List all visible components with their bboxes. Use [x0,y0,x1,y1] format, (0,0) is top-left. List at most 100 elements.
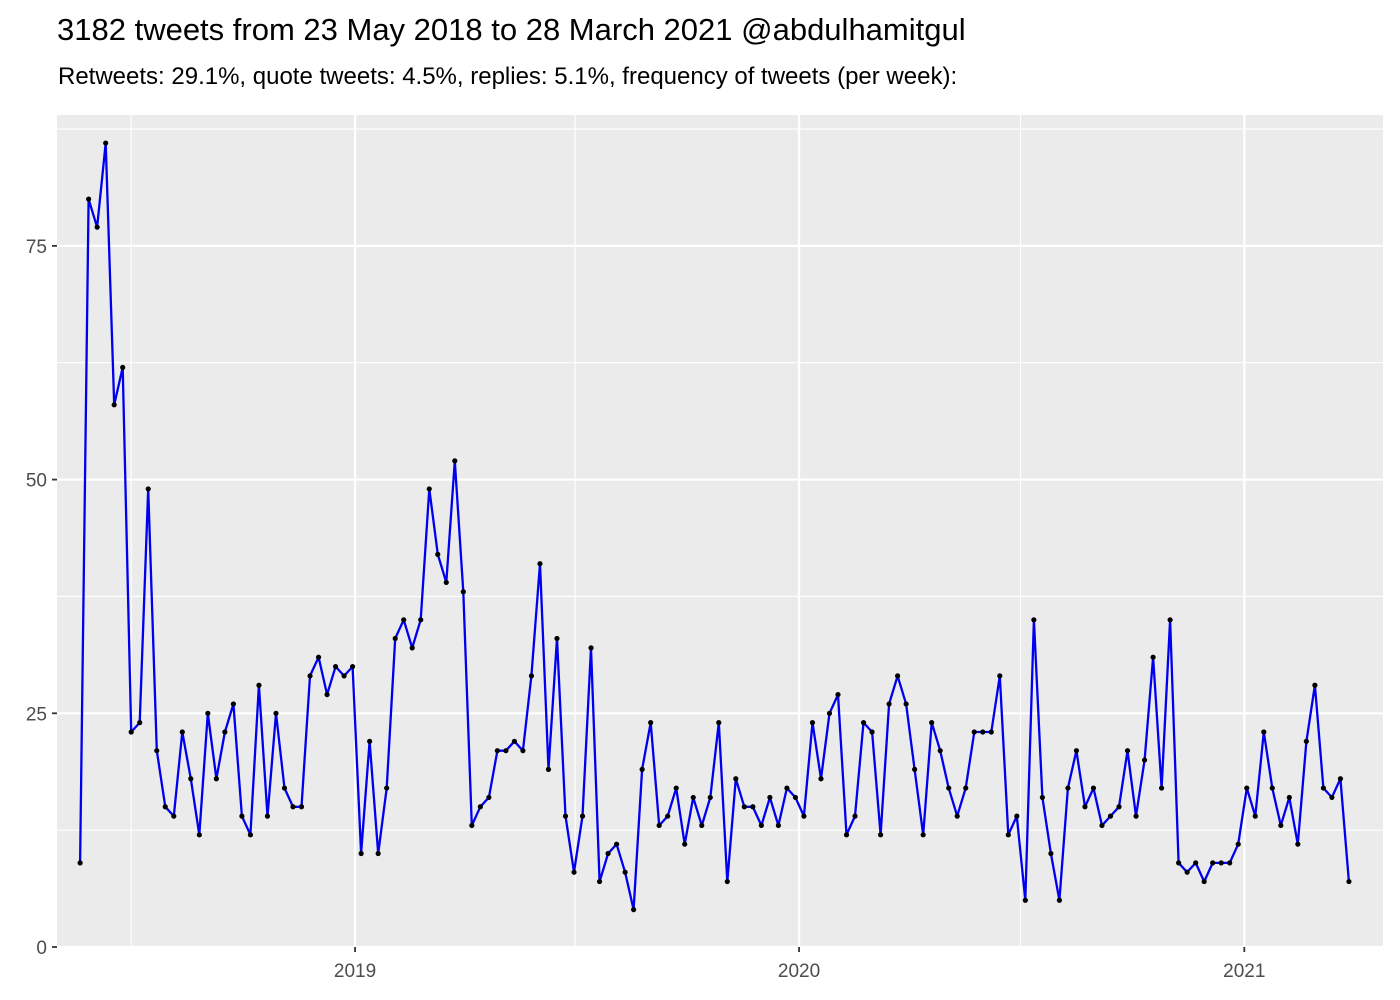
data-point [1269,785,1275,791]
data-point [1031,617,1037,623]
data-point [690,794,696,801]
data-point [980,729,986,735]
data-point [579,813,586,819]
data-point [324,691,330,698]
data-point [103,140,109,146]
data-point [1193,860,1199,866]
data-point [1278,822,1284,829]
data-point [94,224,100,230]
data-point [77,860,83,866]
data-point [1252,813,1258,819]
data-point [946,785,952,791]
x-tick-label: 2021 [1223,961,1265,982]
data-point [298,804,305,810]
data-point [963,785,969,791]
data-point [409,645,415,651]
data-point [1337,776,1344,782]
data-point [648,720,654,726]
data-point [1201,878,1207,885]
chart-title: 3182 tweets from 23 May 2018 to 28 March… [57,12,966,47]
data-point [631,907,637,913]
data-point [809,720,816,726]
data-point [750,804,756,810]
data-point [1218,860,1224,866]
data-point [111,402,117,408]
data-point [852,813,858,819]
data-point [639,766,645,772]
data-point [418,617,424,623]
data-point [1210,860,1216,866]
data-point [1346,878,1352,885]
data-point [273,710,279,716]
data-point [920,832,926,838]
data-point [886,701,892,707]
data-point [869,729,875,735]
data-point [1244,785,1250,791]
data-point [835,691,841,698]
data-point [1286,794,1292,801]
plot-panel [57,115,1383,947]
data-point [1116,804,1122,810]
data-point [1227,860,1233,866]
data-point [520,748,526,754]
data-point [545,766,552,772]
data-point [1048,850,1054,857]
data-point [469,822,475,829]
data-point [452,458,458,464]
x-tick-label: 2020 [778,961,820,982]
data-point [1329,794,1335,801]
data-point [1065,785,1071,791]
data-point [1005,832,1011,838]
data-point [264,813,271,819]
data-point [843,832,850,838]
data-point [435,551,441,557]
data-point [171,813,177,819]
data-point [307,673,313,679]
data-point [247,832,254,838]
data-point [622,869,628,875]
data-point [605,850,611,857]
data-point [682,841,688,847]
data-point [341,673,347,679]
data-point [477,804,483,810]
data-point [537,561,543,567]
data-point [699,822,705,829]
data-point [154,748,160,754]
data-point [86,196,92,202]
data-point [741,804,747,810]
data-point [1099,822,1105,829]
data-point [954,813,960,819]
data-point [1090,785,1097,791]
data-point [792,794,799,801]
x-tick-label: 2019 [334,961,376,982]
data-point [613,841,620,847]
data-point [315,654,322,660]
data-point [205,710,211,716]
data-point [120,364,126,371]
data-point [1014,813,1020,819]
data-point [1167,617,1173,623]
data-point [1184,869,1190,875]
data-point [784,785,790,791]
data-point [162,804,168,810]
data-point [767,794,773,801]
data-point [877,832,884,838]
data-point [1107,813,1114,819]
data-point [392,635,398,642]
data-point [1133,813,1139,819]
data-point [656,822,662,829]
data-point [1176,860,1182,866]
data-point [1303,738,1309,744]
data-point [239,813,245,819]
data-point [758,822,764,829]
data-point [332,663,339,670]
data-point [281,785,288,791]
data-point [1082,804,1088,810]
data-point [350,663,356,670]
data-point [1261,729,1267,735]
chart-subtitle: Retweets: 29.1%, quote tweets: 4.5%, rep… [58,63,958,90]
data-point [230,701,236,707]
data-point [724,878,730,885]
data-point [137,720,143,726]
data-point [937,748,943,754]
